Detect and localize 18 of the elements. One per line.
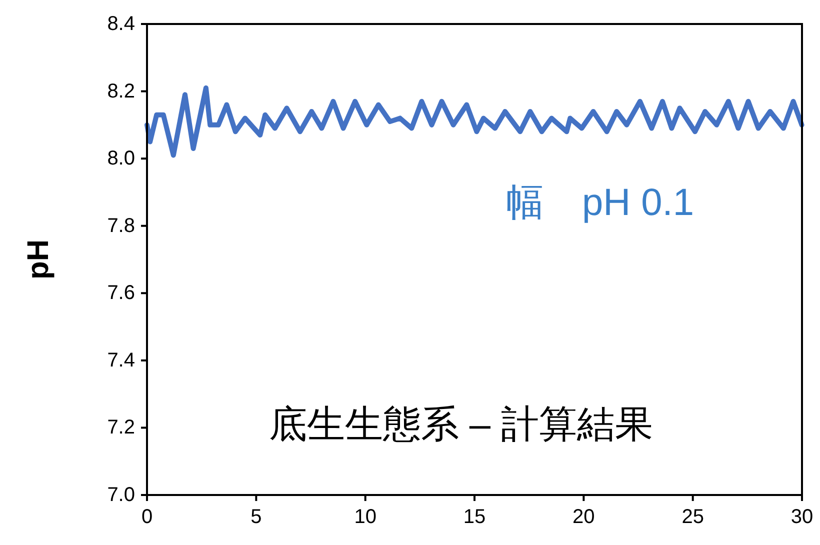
- x-tick-label: 20: [572, 506, 595, 528]
- y-tick-label: 7.0: [107, 484, 135, 506]
- y-tick-label: 7.2: [107, 416, 135, 439]
- y-tick-label: 8.2: [107, 80, 135, 102]
- annotation: 幅 pH 0.1: [506, 182, 694, 224]
- annotation: 底生生態系 – 計算結果: [268, 404, 654, 446]
- y-axis-title: pH: [22, 240, 55, 280]
- y-tick-label: 7.8: [107, 214, 135, 237]
- y-tick-label: 7.4: [107, 349, 135, 372]
- x-tick-label: 0: [141, 506, 153, 528]
- x-tick-label: 15: [463, 506, 486, 528]
- y-tick-label: 8.4: [107, 13, 135, 35]
- y-tick-label: 7.6: [107, 282, 135, 304]
- x-tick-label: 10: [354, 506, 376, 528]
- x-tick-label: 25: [682, 506, 704, 528]
- x-tick-label: 5: [250, 506, 262, 528]
- y-tick-label: 8.0: [107, 148, 135, 170]
- x-tick-label: 30: [790, 506, 814, 528]
